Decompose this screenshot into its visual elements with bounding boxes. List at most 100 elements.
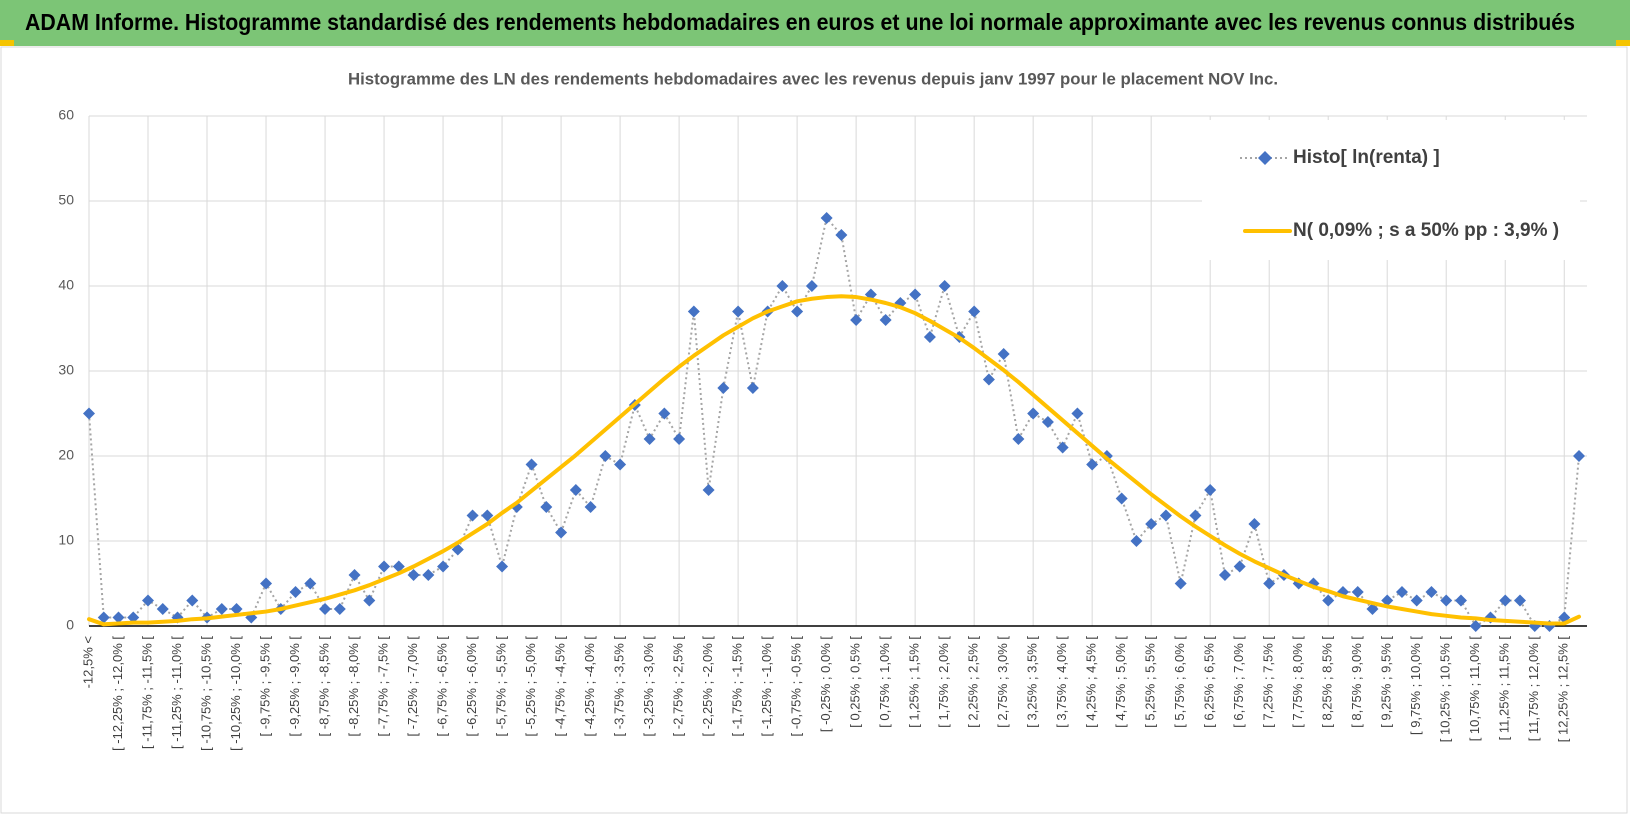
x-tick-label: [ -9,75% ; -9,5% [ <box>257 636 272 737</box>
data-point <box>1322 594 1335 607</box>
data-point <box>658 407 671 420</box>
x-tick-label: [ -6,25% ; -6,0% [ <box>464 636 479 737</box>
data-point <box>112 611 125 624</box>
chart-border <box>0 46 1628 814</box>
y-tick-label: 60 <box>58 107 74 123</box>
x-tick-label: [ 1,75% ; 2,0% [ <box>936 636 951 728</box>
x-tick-label: [ -11,75% ; -11,5% [ <box>139 636 154 749</box>
x-tick-label: [ 0,75% ; 1,0% [ <box>877 636 892 728</box>
y-tick-label: 30 <box>58 362 74 378</box>
legend: Histo[ ln(renta) ] N( 0,09% ; s a 50% pp … <box>1202 120 1580 260</box>
x-tick-label: [ -2,75% ; -2,5% [ <box>671 636 686 737</box>
data-point <box>1425 586 1438 598</box>
header-corner <box>1616 40 1630 46</box>
x-tick-label: [ 9,75% ; 10,0% [ <box>1408 636 1423 735</box>
data-point <box>363 594 376 607</box>
data-point <box>289 586 302 598</box>
data-point <box>525 458 538 471</box>
x-tick-label: -12,5% < <box>80 636 95 688</box>
data-point <box>835 229 848 241</box>
x-tick-label: [ -3,75% ; -3,5% [ <box>612 636 627 737</box>
x-tick-label: [ 2,75% ; 3,0% [ <box>995 636 1010 728</box>
data-point <box>584 501 597 513</box>
x-tick-label: [ 5,75% ; 6,0% [ <box>1172 636 1187 728</box>
data-point <box>1145 518 1158 530</box>
data-point <box>879 314 892 326</box>
data-point <box>968 305 981 318</box>
data-point <box>1174 577 1187 590</box>
x-tick-label: [ 2,25% ; 2,5% [ <box>966 636 981 728</box>
x-tick-label: [ -7,25% ; -7,0% [ <box>405 636 420 737</box>
data-point <box>938 280 951 292</box>
data-point <box>1366 603 1379 615</box>
x-tick-label: [ -4,75% ; -4,5% [ <box>553 636 568 737</box>
x-tick-label: [ -1,25% ; -1,0% [ <box>759 636 774 737</box>
x-tick-label: [ -10,75% ; -10,5% [ <box>198 636 213 751</box>
data-point <box>319 603 332 615</box>
data-point <box>304 577 317 590</box>
data-point <box>392 560 405 573</box>
x-tick-label: [ 3,25% ; 3,5% [ <box>1025 636 1040 728</box>
data-point <box>643 433 656 445</box>
x-tick-label: [ -8,75% ; -8,5% [ <box>316 636 331 737</box>
data-point <box>702 484 715 496</box>
data-point <box>1248 518 1261 530</box>
data-point <box>850 314 863 326</box>
data-point <box>1071 407 1084 420</box>
data-point <box>614 458 627 471</box>
x-tick-label: [ 5,25% ; 5,5% [ <box>1143 636 1158 728</box>
data-point <box>717 382 730 394</box>
legend-label: Histo[ ln(renta) ] <box>1293 147 1440 168</box>
x-tick-label: [ -11,25% ; -11,0% [ <box>169 636 184 749</box>
x-tick-label: [ 7,75% ; 8,0% [ <box>1290 636 1305 728</box>
data-point <box>1513 594 1526 607</box>
data-point <box>909 288 922 301</box>
data-point <box>466 509 479 522</box>
data-point <box>1189 509 1202 522</box>
data-point <box>673 433 686 445</box>
data-point <box>791 305 804 318</box>
data-point <box>186 594 199 607</box>
data-point <box>820 212 833 224</box>
data-point <box>1351 586 1364 598</box>
legend-swatch-marker <box>1258 151 1272 165</box>
data-point <box>156 603 169 615</box>
data-point <box>1499 594 1512 607</box>
data-point <box>260 577 273 590</box>
data-point <box>378 560 391 573</box>
data-point <box>142 594 155 607</box>
data-point <box>1440 594 1453 607</box>
x-tick-label: [ -6,75% ; -6,5% [ <box>434 636 449 737</box>
data-point <box>348 569 361 581</box>
data-point <box>540 501 553 513</box>
data-point <box>732 305 745 318</box>
x-tick-label: [ -4,25% ; -4,0% [ <box>582 636 597 737</box>
data-point <box>230 603 243 615</box>
x-tick-label: [ -12,25% ; -12,0% [ <box>110 636 125 751</box>
data-point <box>333 603 346 615</box>
y-tick-label: 40 <box>58 277 74 293</box>
x-tick-label: [ 7,25% ; 7,5% [ <box>1261 636 1276 728</box>
data-point <box>1573 450 1585 462</box>
data-point <box>1041 416 1054 428</box>
data-point <box>1454 594 1467 607</box>
x-tick-label: [ 9,25% ; 9,5% [ <box>1379 636 1394 728</box>
data-point <box>1469 620 1482 632</box>
legend-box <box>1202 120 1580 260</box>
data-point <box>1218 569 1231 581</box>
plot <box>83 212 1585 632</box>
y-tick-label: 50 <box>58 192 74 208</box>
header-corner <box>0 40 14 46</box>
data-point <box>555 526 568 539</box>
x-tick-label: [ -9,25% ; -9,0% [ <box>287 636 302 737</box>
data-point <box>1086 458 1099 471</box>
x-tick-label: [ -0,25% ; 0,0% [ <box>818 636 833 732</box>
data-point <box>97 611 110 624</box>
series-line <box>87 294 1581 627</box>
y-tick-label: 0 <box>66 617 74 633</box>
x-tick-label: [ 6,25% ; 6,5% [ <box>1202 636 1217 728</box>
y-tick-label: 20 <box>58 447 74 463</box>
x-tick-label: [ 4,25% ; 4,5% [ <box>1084 636 1099 728</box>
data-point <box>496 560 509 573</box>
